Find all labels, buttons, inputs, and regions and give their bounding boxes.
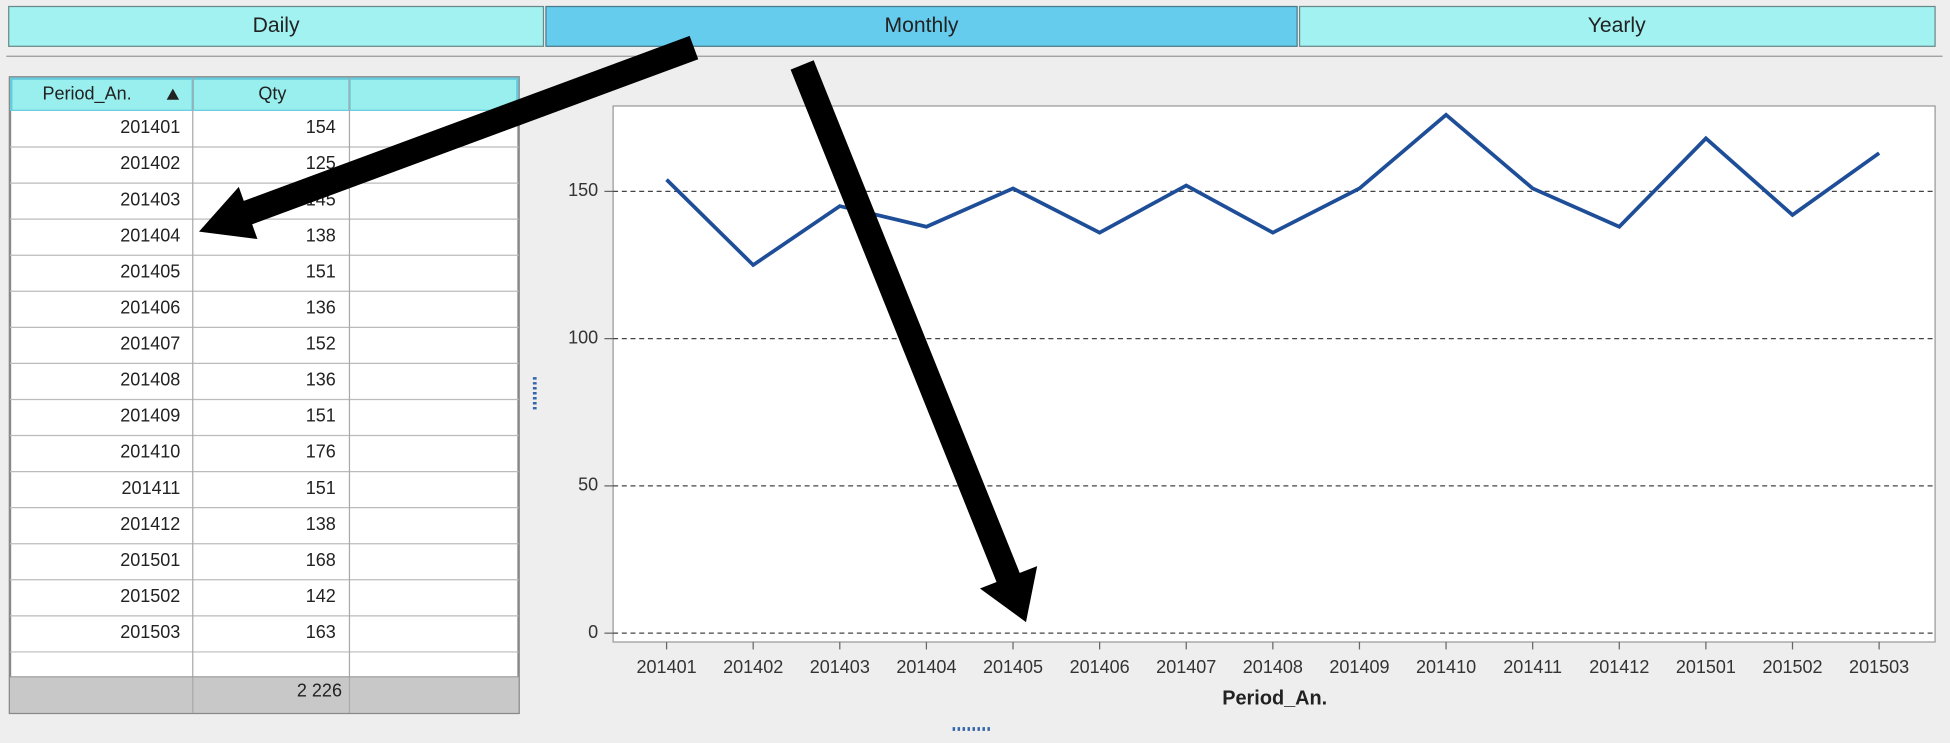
x-tick-label: 201401	[637, 657, 697, 677]
cell-text: 201411	[122, 478, 181, 498]
cell-text: 176	[306, 442, 336, 462]
cell-text: 201405	[120, 261, 180, 281]
cell-text: 201408	[120, 370, 180, 390]
sort-icon[interactable]	[166, 88, 180, 100]
y-tick-label: 100	[568, 327, 598, 347]
cell-text: 201502	[120, 586, 180, 606]
cell-text: 151	[306, 261, 336, 281]
plot-area	[612, 105, 1936, 643]
header-cell[interactable]	[350, 79, 517, 110]
cell-text: 201406	[120, 297, 180, 317]
total-text: 2 226	[297, 680, 342, 700]
cell-text: 138	[306, 514, 336, 534]
x-tick-label: 201402	[723, 657, 783, 677]
cell-text: 136	[306, 370, 336, 390]
y-tick-label: 50	[578, 475, 598, 495]
header-text[interactable]: Qty	[258, 84, 286, 104]
tab-button-active[interactable]	[545, 5, 1298, 47]
x-tick-label: 201412	[1589, 657, 1649, 677]
x-tick-label: 201501	[1676, 657, 1736, 677]
x-tick-label: 201405	[983, 657, 1043, 677]
arrow-head	[198, 186, 258, 240]
cell-text: 152	[306, 334, 336, 354]
x-tick-label: 201409	[1329, 657, 1389, 677]
x-tick-label: 201503	[1849, 657, 1909, 677]
arrow	[239, 35, 699, 226]
x-axis-label: Period_An.	[1222, 687, 1327, 709]
table	[8, 76, 520, 715]
cell-text: 138	[306, 225, 336, 245]
cell-text: 168	[306, 550, 336, 570]
x-tick-label: 201502	[1762, 657, 1822, 677]
arrow	[790, 60, 1021, 584]
arrow-head	[979, 566, 1038, 623]
x-tick-label: 201403	[810, 657, 870, 677]
cell-text: 136	[306, 297, 336, 317]
cell-text: 201403	[120, 189, 180, 209]
y-tick-label: 150	[568, 180, 598, 200]
x-tick-label: 201407	[1156, 657, 1216, 677]
tab-label[interactable]: Yearly	[1588, 14, 1646, 37]
tab-label[interactable]: Daily	[253, 14, 300, 37]
cell-text: 151	[306, 478, 336, 498]
x-tick-label: 201411	[1503, 657, 1562, 677]
cell-text: 201402	[120, 153, 180, 173]
header-cell[interactable]	[12, 79, 192, 110]
x-tick-label: 201410	[1416, 657, 1476, 677]
x-tick-label: 201404	[896, 657, 956, 677]
cell-text: 163	[306, 622, 336, 642]
cell-text: 201410	[120, 442, 180, 462]
y-tick-label: 0	[588, 622, 598, 642]
cell-text: 201404	[120, 225, 180, 245]
header-cell[interactable]	[194, 79, 349, 110]
tab-button[interactable]	[8, 5, 545, 47]
cell-text: 201412	[120, 514, 180, 534]
cell-text: 142	[306, 586, 336, 606]
cell-text: 151	[306, 406, 336, 426]
cell-text: 125	[306, 153, 336, 173]
header-text[interactable]: Period_An.	[42, 84, 131, 105]
cell-text: 201501	[120, 550, 180, 570]
cell-text: 201401	[120, 117, 180, 137]
x-tick-label: 201408	[1243, 657, 1303, 677]
cell-text: 201503	[120, 622, 180, 642]
cell-text: 201407	[120, 334, 180, 354]
chart: 0 50 100 150 201401 201402 201403 201404 201405 2…	[568, 112, 1936, 677]
x-tick-label: 201406	[1070, 657, 1130, 677]
tab-button[interactable]	[1298, 5, 1936, 47]
annotation-arrows	[198, 35, 1038, 623]
cell-text: 201409	[120, 406, 180, 426]
tab-label[interactable]: Monthly	[885, 14, 959, 37]
total-row	[9, 676, 519, 713]
cell-text: 154	[306, 117, 336, 137]
